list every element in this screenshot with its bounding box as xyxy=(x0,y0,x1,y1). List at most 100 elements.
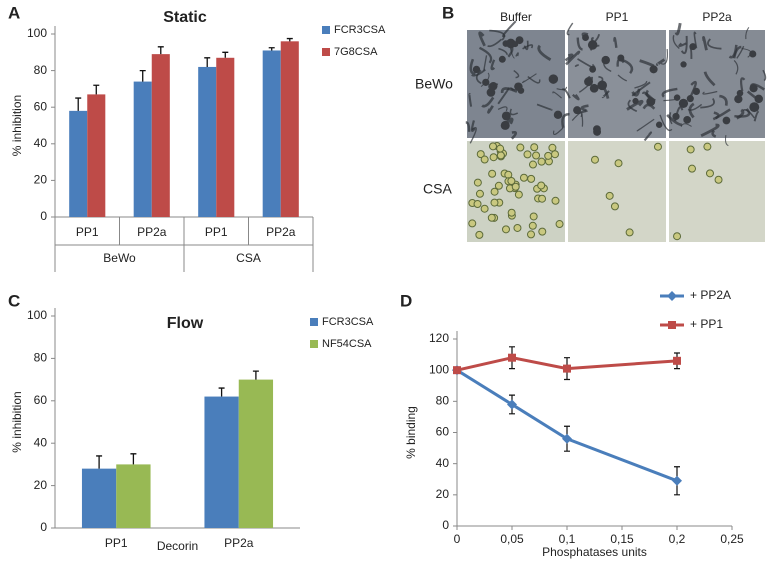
texture xyxy=(566,22,574,36)
cell xyxy=(749,50,757,58)
bar xyxy=(204,396,239,528)
cell xyxy=(494,181,503,190)
texture xyxy=(687,103,703,111)
cell xyxy=(590,155,599,164)
cell xyxy=(538,194,547,203)
texture xyxy=(509,108,519,116)
error-bar xyxy=(204,57,211,67)
texture xyxy=(469,58,476,76)
cell xyxy=(593,127,602,136)
cell xyxy=(496,151,505,160)
y-tick-label: 40 xyxy=(436,456,450,470)
x-tick-label: 0,15 xyxy=(610,532,634,546)
legend-label: 7G8CSA xyxy=(334,46,378,58)
cell xyxy=(527,230,536,239)
cell xyxy=(527,174,536,183)
cell xyxy=(523,150,532,159)
cell xyxy=(584,77,593,87)
legend-label: + PP1 xyxy=(690,317,723,331)
texture xyxy=(613,36,618,48)
error-bar xyxy=(218,387,225,397)
texture xyxy=(500,87,518,94)
texture xyxy=(719,94,728,106)
texture xyxy=(674,22,682,36)
texture xyxy=(626,99,644,111)
cell xyxy=(749,102,760,113)
texture xyxy=(745,26,750,40)
texture xyxy=(643,131,653,142)
cell xyxy=(749,84,758,93)
legend-swatch xyxy=(322,48,330,56)
y-tick-label: 60 xyxy=(34,393,48,407)
cell xyxy=(703,142,712,151)
texture xyxy=(728,44,738,59)
texture xyxy=(661,87,678,98)
texture xyxy=(688,80,697,99)
error-bar xyxy=(130,453,137,465)
cell xyxy=(589,65,597,73)
texture xyxy=(572,93,580,101)
y-axis-label: % binding xyxy=(404,406,418,459)
cell xyxy=(475,230,484,239)
cell xyxy=(472,65,481,74)
cell xyxy=(714,175,723,184)
texture xyxy=(561,88,571,99)
cell xyxy=(514,190,523,199)
cell xyxy=(514,82,523,91)
micrograph xyxy=(568,30,666,138)
bar xyxy=(216,57,235,217)
micrograph xyxy=(568,141,666,242)
y-tick-label: 80 xyxy=(436,394,450,408)
cell xyxy=(488,169,497,178)
texture xyxy=(565,50,581,66)
bar xyxy=(133,81,152,217)
cell xyxy=(680,61,687,68)
cell xyxy=(530,143,539,152)
texture xyxy=(702,90,718,95)
cell xyxy=(705,169,714,178)
cell xyxy=(550,150,559,159)
y-tick-label: 60 xyxy=(34,99,48,113)
cell xyxy=(754,94,763,104)
texture xyxy=(672,35,680,49)
y-tick-label: 80 xyxy=(34,63,48,77)
cell xyxy=(468,219,477,228)
cell xyxy=(649,65,658,74)
x-tick-label: PP1 xyxy=(205,225,228,239)
bar xyxy=(151,54,170,217)
cell xyxy=(722,116,731,125)
x-axis-label: Decorin xyxy=(157,539,198,553)
texture xyxy=(552,91,562,99)
texture xyxy=(481,96,495,108)
y-tick-label: 100 xyxy=(27,26,47,40)
cell xyxy=(683,115,692,124)
cell xyxy=(688,164,697,173)
cell xyxy=(515,36,524,45)
x-tick-label: PP1 xyxy=(105,536,128,550)
error-bar xyxy=(286,37,293,42)
texture xyxy=(707,38,722,50)
cell xyxy=(678,98,689,109)
texture xyxy=(735,108,745,120)
y-tick-label: 100 xyxy=(429,362,449,376)
legend-label: NF54CSA xyxy=(322,338,372,350)
cell xyxy=(501,111,511,121)
y-tick-label: 20 xyxy=(34,478,48,492)
cell xyxy=(528,221,537,230)
y-axis-label: % inhibition xyxy=(10,95,24,156)
texture xyxy=(627,99,638,113)
y-tick-label: 0 xyxy=(40,209,47,223)
cell xyxy=(519,173,528,182)
cell xyxy=(475,189,484,198)
micrograph xyxy=(669,141,765,242)
cell xyxy=(528,160,537,169)
cell xyxy=(734,94,743,104)
marker xyxy=(563,364,571,373)
cell xyxy=(605,191,614,200)
texture xyxy=(680,35,688,55)
cell xyxy=(555,220,564,229)
cell xyxy=(490,198,499,207)
line xyxy=(456,368,678,483)
error-bar xyxy=(96,455,103,469)
texture xyxy=(678,42,687,47)
